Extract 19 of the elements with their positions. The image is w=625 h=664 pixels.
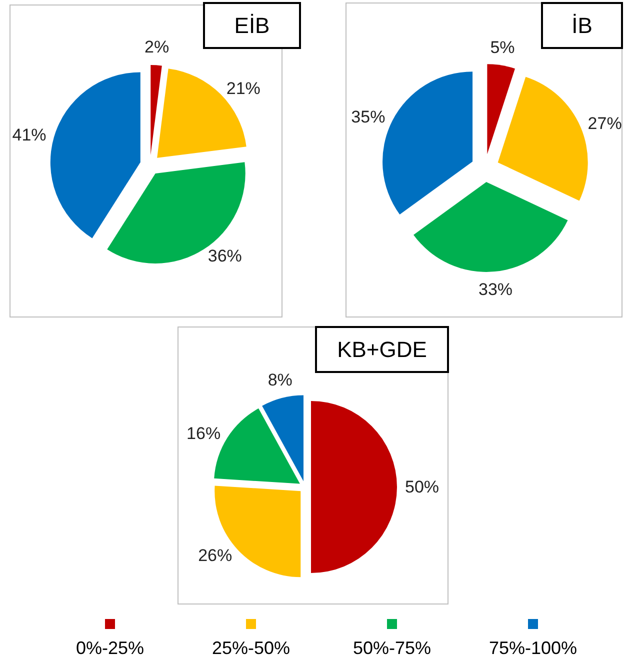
data-label: 36% [208, 246, 242, 266]
chart-title: İB [572, 13, 592, 38]
data-label: 8% [268, 370, 292, 390]
legend-label: 75%-100% [488, 638, 578, 658]
data-label: 16% [186, 424, 221, 443]
data-label: 27% [588, 114, 622, 134]
data-label: 50% [405, 478, 440, 496]
data-label: 2% [144, 38, 170, 57]
data-label: 26% [198, 546, 232, 565]
data-label: 5% [490, 38, 515, 57]
legend-label: 0%-25% [76, 638, 144, 658]
legend-label: 25%-50% [212, 638, 290, 658]
data-label: 35% [351, 108, 386, 127]
data-label: 41% [12, 125, 46, 144]
chart-title: EİB [234, 13, 270, 38]
data-label: 33% [478, 280, 513, 300]
data-label: 21% [226, 79, 260, 98]
chart-title: KB+GDE [337, 337, 427, 362]
legend-label: 50%-75% [352, 638, 432, 658]
